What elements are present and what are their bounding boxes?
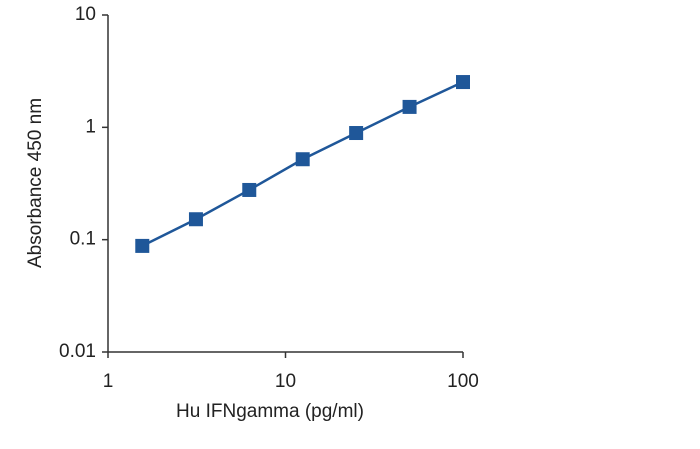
x-tick-label: 1 (103, 371, 114, 392)
data-point (295, 152, 310, 167)
data-point (349, 126, 364, 141)
y-axis-label: Absorbance 450 nm (25, 98, 46, 268)
data-point (135, 238, 150, 253)
data-point (188, 212, 203, 227)
y-tick-label: 10 (75, 4, 96, 25)
y-tick-label: 0.01 (59, 341, 96, 362)
x-axis-label: Hu IFNgamma (pg/ml) (176, 401, 364, 422)
y-tick-label: 1 (85, 116, 96, 137)
data-point (402, 99, 417, 114)
x-tick-label: 100 (447, 371, 479, 392)
y-tick-label: 0.1 (70, 229, 96, 250)
x-tick-label: 10 (275, 371, 296, 392)
data-point (456, 75, 470, 90)
data-point (242, 182, 257, 197)
